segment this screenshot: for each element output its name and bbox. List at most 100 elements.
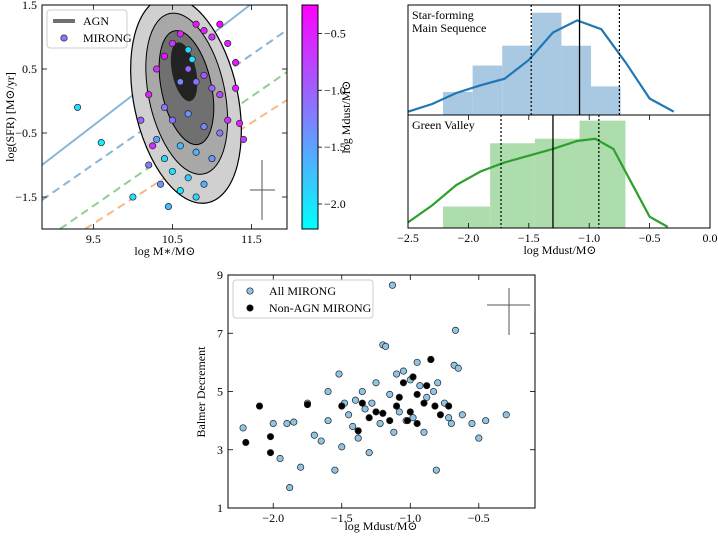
data-point — [160, 155, 169, 163]
data-point — [395, 393, 403, 401]
hist-bar — [443, 91, 473, 115]
data-point — [406, 408, 414, 416]
data-point — [310, 431, 318, 439]
data-point — [200, 71, 208, 79]
panel-label: Green Valley — [412, 118, 475, 132]
data-point — [386, 390, 394, 398]
data-point — [454, 364, 462, 372]
data-point — [184, 174, 192, 182]
data-point — [409, 373, 417, 381]
legend-swatch — [60, 34, 68, 42]
data-point — [335, 370, 343, 378]
x-tick-label: −0.5 — [639, 231, 661, 245]
data-point — [451, 326, 460, 334]
x-tick-label: 10.5 — [162, 232, 183, 246]
hist-bar — [531, 12, 562, 116]
data-point — [399, 367, 407, 375]
hist-bar — [534, 138, 580, 228]
data-point — [200, 180, 208, 188]
data-point — [168, 39, 176, 47]
data-point — [188, 55, 196, 63]
data-point — [423, 382, 431, 390]
data-point — [445, 414, 453, 422]
y-tick-label: 0.5 — [22, 62, 37, 76]
y-tick-label: 1 — [217, 501, 223, 515]
data-point — [420, 399, 428, 407]
legend-label: All MIRONG — [269, 284, 336, 298]
data-point — [184, 46, 192, 54]
data-point — [176, 142, 184, 150]
panel-label: Star-forming — [412, 8, 474, 22]
data-point — [376, 419, 384, 428]
data-point — [236, 119, 244, 127]
y-tick-label: 3 — [217, 443, 223, 457]
data-point — [224, 39, 232, 47]
data-point — [266, 449, 275, 457]
panel-label: Main Sequence — [412, 21, 486, 35]
data-point — [358, 399, 366, 407]
colorbar-tick-label: −1.5 — [324, 140, 346, 154]
data-point — [224, 116, 232, 124]
data-point — [97, 139, 105, 147]
error-bar — [250, 160, 530, 335]
data-point — [324, 417, 332, 425]
data-point — [345, 411, 353, 419]
x-tick-label: −2.0 — [458, 231, 480, 245]
gv-line — [59, 71, 287, 229]
data-point — [324, 387, 332, 396]
data-point — [208, 84, 216, 92]
data-point — [168, 167, 176, 175]
data-point — [192, 78, 200, 86]
legend-box — [232, 279, 374, 319]
x-tick-label: 11.5 — [241, 232, 262, 246]
data-point — [372, 379, 380, 387]
data-point — [502, 411, 510, 419]
x-tick-label: −1.0 — [399, 511, 421, 525]
data-point — [413, 358, 421, 366]
data-point — [354, 434, 362, 442]
data-point — [192, 193, 200, 201]
data-point — [432, 466, 440, 474]
data-point — [399, 379, 407, 387]
legend-swatch — [246, 287, 254, 295]
data-point — [153, 135, 161, 143]
hist-bar — [490, 143, 535, 228]
axes-frame — [227, 274, 536, 509]
axes-frame — [407, 114, 711, 229]
data-point — [255, 402, 264, 410]
hist-bar — [472, 65, 503, 115]
data-point — [232, 84, 240, 92]
data-point — [354, 427, 362, 435]
data-point — [365, 449, 373, 457]
legend-label: Non-AGN MIRONG — [269, 301, 372, 315]
data-point — [390, 428, 398, 436]
hist-bar — [591, 86, 621, 115]
data-point — [482, 417, 490, 425]
data-point — [458, 411, 466, 419]
data-point — [156, 180, 165, 188]
x-tick-label: −1.0 — [578, 231, 600, 245]
contours — [130, 5, 242, 204]
data-point — [200, 123, 208, 131]
data-point — [423, 393, 431, 401]
data-point — [403, 417, 412, 425]
data-point — [393, 370, 401, 378]
data-point — [168, 116, 176, 124]
data-point — [420, 428, 428, 436]
data-point — [361, 405, 369, 413]
data-point — [192, 20, 200, 28]
y-tick-label: 5 — [217, 385, 223, 399]
data-point — [216, 20, 224, 28]
data-point — [153, 65, 161, 73]
y-tick-label: −0.5 — [15, 126, 37, 140]
y-tick-label: 7 — [217, 326, 223, 340]
data-point — [416, 382, 424, 390]
data-point — [208, 33, 216, 41]
data-point — [176, 30, 184, 38]
data-point — [286, 484, 294, 492]
data-point — [303, 401, 312, 409]
data-point — [431, 402, 439, 410]
data-point — [164, 203, 173, 211]
hist-bar — [561, 45, 592, 116]
data-point — [382, 342, 390, 350]
